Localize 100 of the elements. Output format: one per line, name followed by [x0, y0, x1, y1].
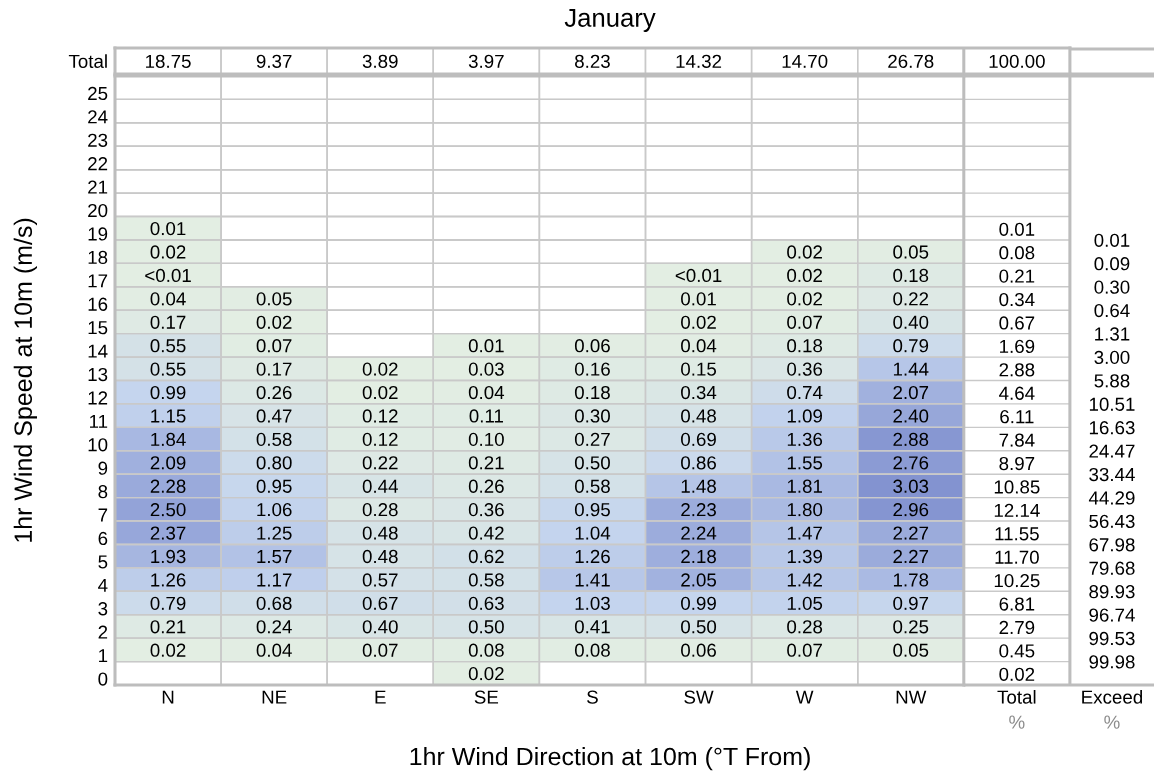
data-label: 0.26	[256, 385, 292, 400]
data-label: 1.42	[787, 573, 822, 587]
data-label: 0.86	[681, 456, 716, 470]
data-label: 1.09	[787, 409, 823, 423]
text: 1.31	[1095, 327, 1130, 341]
data-label: 0.01	[150, 221, 186, 236]
text: Exceed %	[1082, 690, 1143, 729]
text: 10.51	[1089, 397, 1135, 411]
data-label: 18.75	[146, 54, 191, 68]
y-tick-label: 6	[98, 531, 108, 546]
data-label: 0.63	[468, 596, 504, 610]
x-tick-label: NW	[896, 690, 927, 704]
y-tick-label: 2	[98, 625, 108, 639]
data-label: 0.01	[468, 339, 504, 353]
y-tick-label: 0	[98, 672, 108, 686]
data-label: 0.99	[681, 596, 716, 610]
text: 33.44	[1089, 467, 1135, 482]
data-label: 0.02	[787, 268, 822, 283]
data-label: 0.02	[787, 245, 822, 259]
x-tick-label: S	[587, 690, 598, 704]
data-label: 2.76	[893, 456, 929, 470]
data-label: 0.04	[150, 292, 186, 306]
data-label: 0.50	[574, 456, 610, 470]
y2-tick-label: 0.02	[999, 667, 1035, 681]
y-tick-label: 17	[88, 274, 108, 288]
data-label: 0.17	[256, 362, 292, 376]
data-label: 0.21	[468, 456, 504, 470]
data-label: 0.74	[787, 385, 823, 400]
data-label: 0.79	[893, 339, 929, 353]
data-label: 0.06	[681, 643, 716, 657]
x-tick-label: SE	[474, 690, 499, 704]
data-label: 0.57	[362, 573, 398, 587]
y2-tick-label: 0.45	[999, 644, 1035, 658]
data-label: 0.26	[468, 479, 504, 493]
y-tick-label: 25	[88, 86, 108, 101]
data-label: 1.25	[257, 526, 292, 540]
text: 5.88	[1094, 374, 1130, 388]
y2-tick-label: 6.11	[1000, 410, 1034, 424]
data-label: 2.88	[893, 432, 929, 447]
data-label: 0.48	[362, 549, 398, 564]
data-label: 0.41	[574, 620, 610, 634]
data-label: 0.01	[681, 292, 716, 306]
text: 0.64	[1094, 303, 1130, 318]
data-label: 2.23	[681, 503, 716, 517]
text: 99.98	[1089, 655, 1135, 669]
data-label: 1.55	[787, 456, 823, 470]
data-label: 0.58	[256, 432, 292, 447]
data-label: 0.02	[150, 643, 186, 657]
data-label: 2.27	[893, 526, 929, 540]
data-label: 0.48	[362, 526, 398, 540]
data-label: 1.47	[787, 526, 822, 540]
y-tick-label: 23	[88, 133, 108, 147]
data-label: 0.58	[468, 573, 504, 587]
data-label: 0.58	[574, 479, 610, 493]
data-label: 1.57	[257, 550, 292, 564]
data-label: 2.37	[150, 526, 186, 540]
y2-tick-label: 11.70	[995, 550, 1039, 564]
text: 56.43	[1089, 514, 1135, 529]
y2-tick-label: 10.85	[994, 480, 1040, 494]
text: 24.47	[1089, 444, 1135, 458]
data-label: 0.07	[362, 643, 398, 657]
data-label: 0.02	[787, 292, 822, 306]
data-label: 0.04	[256, 643, 292, 657]
data-label: 100.00	[989, 54, 1045, 68]
data-label: 0.03	[468, 362, 504, 376]
data-label: 0.36	[787, 362, 823, 376]
data-label: 1.93	[151, 549, 186, 564]
data-label: 0.12	[362, 409, 398, 423]
data-label: 0.04	[468, 385, 505, 400]
data-label: 0.18	[787, 339, 823, 353]
data-label: 0.40	[893, 315, 929, 329]
data-label: 2.28	[150, 479, 186, 493]
text: 0.09	[1094, 257, 1130, 271]
data-label: 2.50	[150, 503, 186, 517]
x-axis-title: 1hr Wind Direction at 10m (°T From)	[410, 747, 810, 771]
data-label: 0.17	[150, 315, 186, 329]
data-label: 0.44	[362, 479, 398, 493]
text: <0.01	[675, 268, 722, 283]
data-label: 0.10	[468, 432, 504, 447]
data-label: 0.02	[150, 245, 186, 259]
y2-tick-label: 12.14	[994, 503, 1040, 517]
y-tick-label: 12	[88, 391, 108, 405]
text: 99.53	[1089, 631, 1135, 646]
data-label: 14.32	[676, 54, 722, 68]
data-label: 0.02	[468, 666, 504, 681]
y2-axis-title: Total %	[997, 690, 1036, 729]
data-label: 0.28	[362, 503, 398, 517]
y-tick-label: 18	[88, 250, 108, 265]
y-tick-label: 7	[98, 508, 108, 522]
data-label: 0.25	[893, 620, 929, 634]
data-label: 0.15	[681, 362, 717, 376]
data-label: 1.39	[787, 549, 823, 564]
data-label: 0.12	[362, 432, 398, 447]
data-label: 0.79	[150, 596, 186, 610]
data-label: 0.02	[362, 385, 398, 400]
y-tick-label: 14	[88, 344, 108, 358]
data-label: 1.48	[681, 479, 716, 493]
data-label: 0.27	[574, 432, 610, 447]
text: 96.74	[1089, 608, 1135, 622]
data-label: 1.44	[893, 362, 929, 376]
